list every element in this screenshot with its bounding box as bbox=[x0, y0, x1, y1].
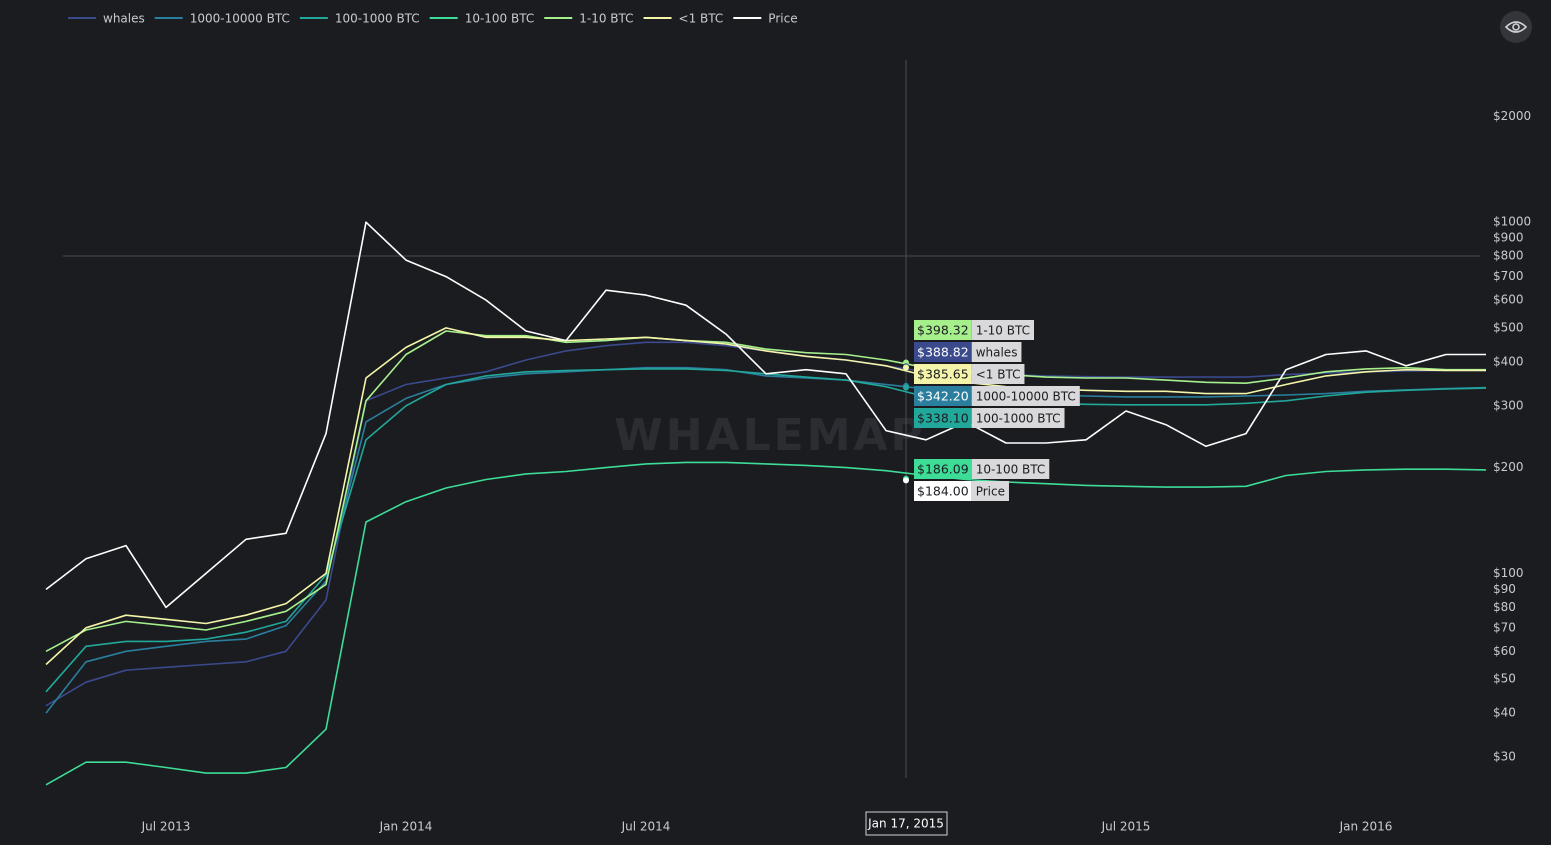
tooltip-value: $385.65 bbox=[917, 367, 969, 382]
eye-pupil bbox=[1512, 23, 1520, 31]
series-line bbox=[45, 327, 1486, 666]
tooltip-name-box bbox=[971, 320, 1034, 340]
y-tick-label: $60 bbox=[1493, 644, 1516, 658]
series-line bbox=[45, 461, 1487, 786]
y-tick-label: $500 bbox=[1493, 320, 1524, 334]
tooltip-name: 1000-10000 BTC bbox=[976, 390, 1076, 404]
tooltip-name-box bbox=[971, 342, 1022, 362]
tooltip-name: whales bbox=[976, 346, 1018, 360]
eye-icon bbox=[1504, 21, 1528, 33]
x-tick-label: Jul 2014 bbox=[621, 820, 671, 834]
tooltip-value-box bbox=[914, 342, 972, 362]
tooltip-value: $342.20 bbox=[917, 389, 969, 404]
tooltip-name: 1-10 BTC bbox=[976, 324, 1030, 338]
overlay: $398.32 1-10 BTC $388.82 whales $385.65 <1 BT… bbox=[903, 320, 1080, 501]
eye-button[interactable] bbox=[1500, 11, 1532, 43]
tooltip-name-box bbox=[971, 364, 1025, 384]
series-line bbox=[45, 330, 1486, 653]
y-tick-label: $40 bbox=[1493, 706, 1516, 720]
y-tick-label: $700 bbox=[1493, 269, 1524, 283]
y-tick-label: $100 bbox=[1493, 566, 1524, 580]
tooltip-name-box bbox=[971, 459, 1050, 479]
tooltip-value-box bbox=[914, 364, 972, 384]
tooltip-value: $398.32 bbox=[917, 323, 969, 338]
y-tick-label: $30 bbox=[1493, 749, 1516, 763]
crosshair-dot bbox=[903, 477, 909, 484]
tooltip-value: $338.10 bbox=[917, 411, 969, 426]
tooltip-name-box bbox=[971, 386, 1080, 406]
y-tick-label: $2000 bbox=[1493, 109, 1531, 123]
eye-button-bg[interactable] bbox=[1500, 11, 1532, 43]
y-tick-label: $400 bbox=[1493, 354, 1524, 368]
crosshair-date: Jan 17, 2015 bbox=[867, 817, 944, 831]
tooltip-value: $388.82 bbox=[917, 345, 969, 360]
legend-label: <1 BTC bbox=[679, 12, 724, 26]
tooltip-value-box bbox=[914, 320, 972, 340]
y-tick-label: $70 bbox=[1493, 620, 1516, 634]
watermark: WHALEMAP bbox=[614, 410, 926, 461]
legend-label: whales bbox=[103, 12, 145, 26]
tooltip-name: Price bbox=[976, 485, 1005, 499]
tooltip-value-box bbox=[914, 408, 972, 428]
tooltip-value-box bbox=[914, 386, 972, 406]
series-line bbox=[45, 221, 1486, 609]
tooltip-value-box bbox=[914, 481, 972, 501]
y-tick-label: $900 bbox=[1493, 231, 1524, 245]
legend-label: 1-10 BTC bbox=[579, 12, 633, 26]
y-tick-label: $200 bbox=[1493, 460, 1524, 474]
y-tick-label: $1000 bbox=[1493, 215, 1531, 229]
y-tick-label: $300 bbox=[1493, 398, 1524, 412]
x-tick-label: Jan 2014 bbox=[379, 820, 433, 834]
legend-label: 1000-10000 BTC bbox=[190, 12, 290, 26]
series-line bbox=[45, 366, 1487, 714]
tooltip-name-box bbox=[971, 481, 1009, 501]
y-tick-label: $600 bbox=[1493, 293, 1524, 307]
tooltip-value: $184.00 bbox=[917, 484, 969, 499]
tooltip-name: <1 BTC bbox=[976, 368, 1021, 382]
y-tick-label: $800 bbox=[1493, 249, 1524, 263]
tooltip-name: 10-100 BTC bbox=[976, 463, 1046, 477]
tooltip-value-box bbox=[914, 459, 972, 479]
legend-label: Price bbox=[768, 12, 797, 26]
y-tick-label: $90 bbox=[1493, 582, 1516, 596]
series-line bbox=[45, 341, 1486, 707]
tooltip-name: 100-1000 BTC bbox=[976, 412, 1061, 426]
crosshair-dot bbox=[903, 364, 909, 371]
x-tick-label: Jul 2013 bbox=[141, 820, 191, 834]
x-tick-label: Jan 2016 bbox=[1339, 820, 1393, 834]
legend-label: 10-100 BTC bbox=[465, 12, 535, 26]
crosshair-dot bbox=[903, 384, 909, 391]
legend-label: 100-1000 BTC bbox=[335, 12, 420, 26]
tooltip-name-box bbox=[971, 408, 1065, 428]
y-tick-label: $80 bbox=[1493, 600, 1516, 614]
tooltip-value: $186.09 bbox=[917, 462, 969, 477]
crosshair-date-box bbox=[865, 811, 948, 836]
x-tick-label: Jul 2015 bbox=[1101, 820, 1151, 834]
y-tick-label: $50 bbox=[1493, 672, 1516, 686]
lines bbox=[45, 115, 1488, 808]
